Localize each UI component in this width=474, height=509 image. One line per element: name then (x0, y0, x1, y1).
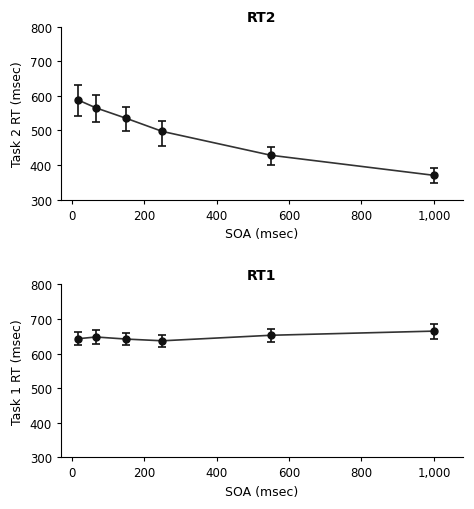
Y-axis label: Task 2 RT (msec): Task 2 RT (msec) (11, 61, 24, 166)
Title: RT2: RT2 (247, 11, 277, 25)
X-axis label: SOA (msec): SOA (msec) (225, 485, 299, 498)
Title: RT1: RT1 (247, 268, 277, 282)
Y-axis label: Task 1 RT (msec): Task 1 RT (msec) (11, 318, 24, 424)
X-axis label: SOA (msec): SOA (msec) (225, 228, 299, 241)
